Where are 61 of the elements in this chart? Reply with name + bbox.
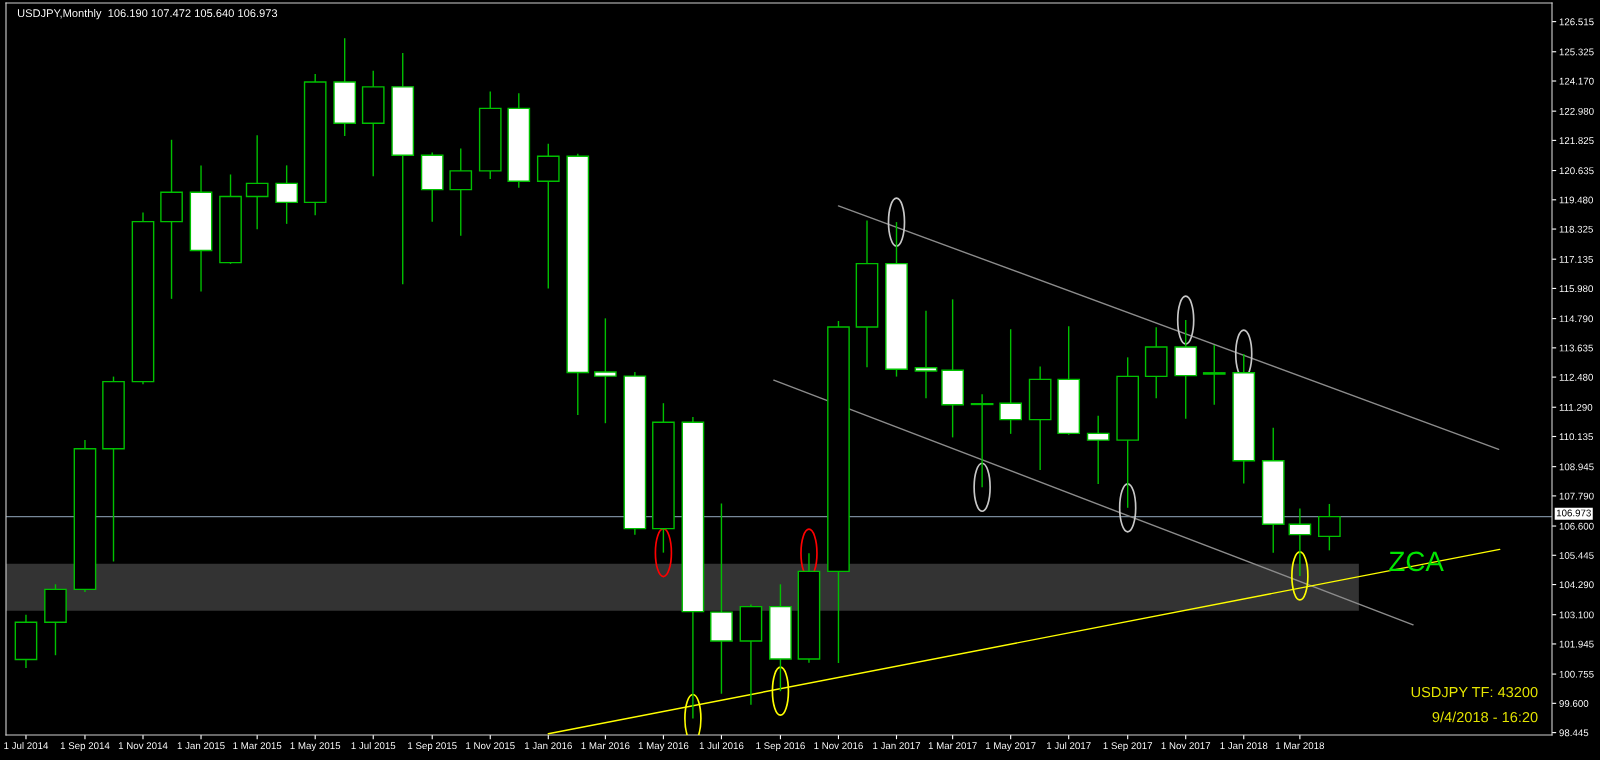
- candlestick: [914, 310, 938, 399]
- candlestick: [1086, 415, 1110, 485]
- y-tick-label: 99.600: [1559, 700, 1589, 707]
- x-tick-label: 1 Mar 2017: [928, 742, 977, 750]
- y-tick-label: 105.445: [1559, 552, 1594, 559]
- x-tick-label: 1 Nov 2015: [466, 742, 515, 750]
- chart-title: USDJPY,Monthly 106.190 107.472 105.640 106.973: [17, 8, 278, 20]
- x-tick-label: 1 Mar 2015: [233, 742, 282, 750]
- x-tick-label: 1 Jan 2015: [177, 742, 225, 750]
- x-tick-label: 1 Sep 2016: [756, 742, 805, 752]
- y-tick-label: 98.445: [1559, 729, 1589, 737]
- y-tick-label: 119.480: [1559, 196, 1593, 204]
- y-tick-label: 125.325: [1559, 48, 1594, 56]
- y-tick-label: 100.755: [1559, 670, 1594, 678]
- y-tick-label: 115.980: [1559, 285, 1593, 293]
- y-tick-label: 113.635: [1559, 344, 1593, 352]
- y-tick-label: 114.790: [1559, 315, 1593, 323]
- x-tick-label: 1 May 2017: [986, 742, 1036, 752]
- x-tick-label: 1 Jul 2014: [4, 741, 49, 750]
- candlestick: [1202, 344, 1226, 406]
- x-tick-label: 1 Sep 2017: [1103, 742, 1153, 752]
- y-tick-label: 124.170: [1559, 77, 1594, 85]
- candlestick: [449, 147, 473, 237]
- y-tick-label: 103.100: [1559, 611, 1594, 619]
- y-tick-label: 107.790: [1559, 492, 1594, 500]
- y-tick-label: 126.515: [1559, 18, 1594, 26]
- candlestick: [999, 328, 1023, 435]
- y-tick-label: 112.480: [1559, 373, 1593, 381]
- x-tick-label: 1 Nov 2014: [118, 742, 168, 750]
- y-tick-label: 108.945: [1559, 463, 1594, 471]
- annotation: USDJPY TF: 43200: [1411, 686, 1538, 698]
- y-tick-label: 111.290: [1559, 403, 1593, 411]
- y-tick-label: 104.290: [1559, 581, 1594, 589]
- y-tick-label: 120.635: [1559, 167, 1594, 175]
- x-tick-label: 1 Jan 2018: [1220, 742, 1268, 750]
- x-tick-label: 1 May 2015: [290, 742, 341, 752]
- y-tick-label: 118.325: [1559, 225, 1593, 233]
- y-tick-label: 110.135: [1559, 433, 1593, 441]
- x-tick-label: 1 Nov 2017: [1161, 742, 1211, 750]
- y-tick-label: 122.980: [1559, 107, 1594, 115]
- y-tick-label: 101.945: [1559, 640, 1594, 648]
- x-tick-label: 1 Sep 2014: [60, 742, 110, 752]
- x-tick-label: 1 Jan 2017: [873, 742, 921, 750]
- x-tick-label: 1 Jan 2016: [524, 742, 572, 750]
- x-tick-label: 1 Mar 2016: [581, 742, 630, 750]
- y-tick-label: 106.600: [1559, 522, 1594, 530]
- y-tick-label: 117.135: [1559, 255, 1593, 263]
- y-tick-label: 121.825: [1559, 137, 1594, 145]
- x-tick-label: 1 Mar 2018: [1276, 742, 1325, 750]
- candlestick: [245, 134, 269, 230]
- ref-line-label: 106.973: [1556, 509, 1591, 517]
- x-tick-label: 1 Sep 2015: [408, 742, 457, 752]
- x-tick-label: 1 Jul 2016: [699, 741, 744, 750]
- candlestick: [275, 164, 299, 225]
- x-tick-label: 1 Jul 2017: [1047, 741, 1091, 750]
- candlestick: [594, 317, 617, 424]
- x-tick-label: 1 May 2016: [638, 742, 689, 752]
- x-tick-label: 1 Nov 2016: [814, 742, 863, 750]
- x-tick-label: 1 Jul 2015: [351, 741, 396, 750]
- annotation: 9/4/2018 - 16:20: [1432, 711, 1538, 723]
- candlestick: [1318, 503, 1341, 552]
